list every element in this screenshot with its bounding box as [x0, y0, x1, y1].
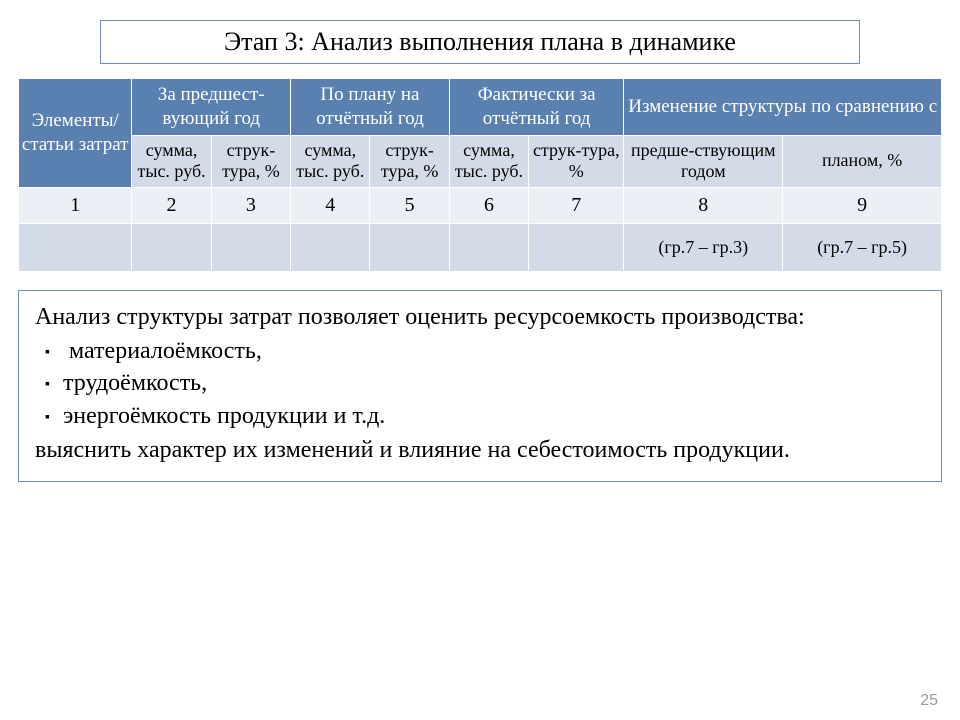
subcol-prev: предше-ствующим годом	[624, 135, 783, 187]
colnum-8: 8	[624, 187, 783, 223]
list-item: энергоёмкость продукции и т.д.	[45, 400, 925, 432]
description-box: Анализ структуры затрат позволяет оценит…	[18, 290, 942, 482]
subcol-sum-2: сумма, тыс. руб.	[291, 135, 370, 187]
cell-empty	[291, 223, 370, 271]
desc-list: материалоёмкость, трудоёмкость, энергоём…	[35, 335, 925, 432]
col-group-plan-year: По плану на отчётный год	[291, 79, 450, 136]
colnum-1: 1	[19, 187, 132, 223]
subcol-sum-3: сумма, тыс. руб.	[449, 135, 528, 187]
table-formula-row: (гр.7 – гр.3) (гр.7 – гр.5)	[19, 223, 942, 271]
formula-col8: (гр.7 – гр.3)	[624, 223, 783, 271]
row-header: Элементы/ статьи затрат	[19, 79, 132, 188]
subcol-struct-3: струк-тура, %	[529, 135, 624, 187]
subcol-sum-1: сумма, тыс. руб.	[132, 135, 211, 187]
table-header-row-1: Элементы/ статьи затрат За предшест-вующ…	[19, 79, 942, 136]
formula-col9: (гр.7 – гр.5)	[783, 223, 942, 271]
colnum-5: 5	[370, 187, 449, 223]
cell-empty	[19, 223, 132, 271]
subcol-plan: планом, %	[783, 135, 942, 187]
col-group-prev-year: За предшест-вующий год	[132, 79, 291, 136]
cell-empty	[449, 223, 528, 271]
cell-empty	[211, 223, 290, 271]
subcol-struct-2: струк-тура, %	[370, 135, 449, 187]
colnum-7: 7	[529, 187, 624, 223]
cell-empty	[529, 223, 624, 271]
list-item: трудоёмкость,	[45, 367, 925, 399]
table-number-row: 1 2 3 4 5 6 7 8 9	[19, 187, 942, 223]
colnum-9: 9	[783, 187, 942, 223]
table-header-row-2: сумма, тыс. руб. струк-тура, % сумма, ты…	[19, 135, 942, 187]
desc-lead: Анализ структуры затрат позволяет оценит…	[35, 301, 925, 333]
desc-tail: выяснить характер их изменений и влияние…	[35, 434, 925, 466]
slide: Этап 3: Анализ выполнения плана в динами…	[0, 0, 960, 720]
slide-title-box: Этап 3: Анализ выполнения плана в динами…	[100, 20, 860, 64]
subcol-struct-1: струк-тура, %	[211, 135, 290, 187]
col-group-change: Изменение структуры по сравнению с	[624, 79, 942, 136]
page-number: 25	[920, 692, 938, 710]
list-item: материалоёмкость,	[45, 335, 925, 367]
colnum-2: 2	[132, 187, 211, 223]
colnum-6: 6	[449, 187, 528, 223]
col-group-fact-year: Фактически за отчётный год	[449, 79, 624, 136]
colnum-4: 4	[291, 187, 370, 223]
cost-analysis-table: Элементы/ статьи затрат За предшест-вующ…	[18, 78, 942, 272]
colnum-3: 3	[211, 187, 290, 223]
cell-empty	[370, 223, 449, 271]
cell-empty	[132, 223, 211, 271]
slide-title: Этап 3: Анализ выполнения плана в динами…	[224, 27, 736, 56]
